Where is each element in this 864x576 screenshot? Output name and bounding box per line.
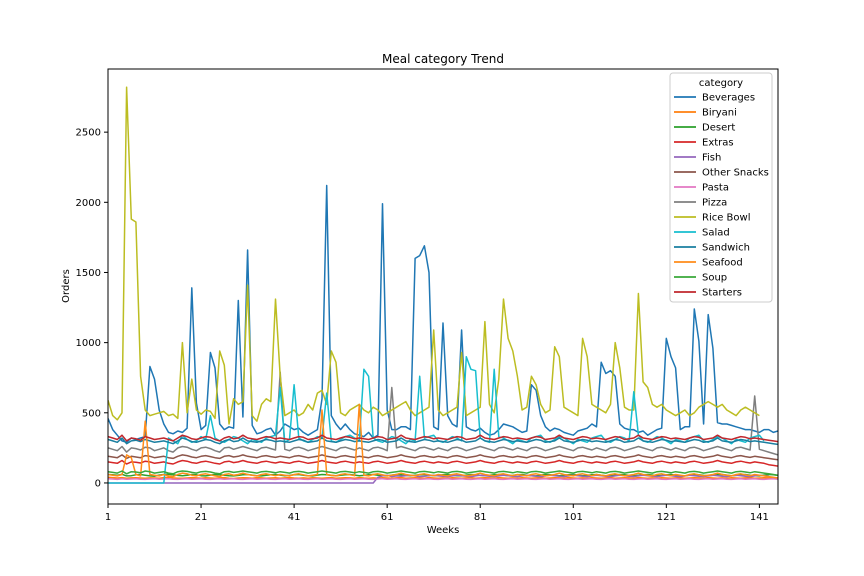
legend-label: Fish (702, 153, 721, 164)
legend-label: Soup (702, 273, 727, 284)
legend-label: Seafood (702, 258, 743, 269)
legend-label: Extras (702, 138, 734, 149)
series-line-pizza (108, 371, 778, 456)
x-tick-label: 61 (381, 512, 394, 523)
x-tick-label: 121 (657, 512, 676, 523)
series-line-seafood (108, 403, 778, 479)
x-tick-label: 101 (564, 512, 583, 523)
y-tick-label: 2500 (76, 128, 101, 139)
plot-frame (107, 68, 779, 505)
x-tick-label: 21 (195, 512, 208, 523)
legend-items: Beverages Biryani Desert Extras Fish Other Sn… (674, 93, 769, 299)
legend-label: Sandwich (702, 243, 750, 254)
legend-label: Salad (702, 228, 730, 239)
series-line-beverages (108, 184, 778, 444)
series-line-fish (108, 474, 769, 484)
series-line-other-snacks (108, 454, 778, 461)
y-axis: 0 500 1000 1500 2000 2500 (76, 128, 108, 489)
series-layer (108, 86, 778, 484)
y-tick-label: 2000 (76, 198, 101, 209)
chart-title: Meal category Trend (382, 52, 504, 66)
legend-label: Biryani (702, 108, 737, 119)
legend-frame (669, 72, 773, 303)
legend-title: category (699, 78, 743, 89)
legend-label: Beverages (702, 93, 755, 104)
legend-label: Desert (702, 123, 735, 134)
x-tick-label: 1 (105, 512, 111, 523)
legend-label: Pasta (702, 183, 729, 194)
x-tick-label: 81 (474, 512, 487, 523)
legend: category Beverages Biryani Desert Extras Fis… (669, 72, 773, 303)
y-axis-label: Orders (61, 269, 72, 303)
series-line-biryani (108, 476, 778, 480)
legend-label: Starters (702, 288, 742, 299)
series-line-rice-bowl (108, 86, 760, 425)
x-tick-label: 41 (288, 512, 301, 523)
series-line-starters (108, 434, 778, 443)
series-line-extras (108, 459, 778, 467)
legend-label: Pizza (702, 198, 727, 209)
x-axis: 1 21 41 61 81 101 121 141 (105, 504, 769, 523)
legend-label: Rice Bowl (702, 213, 751, 224)
y-tick-label: 1500 (76, 268, 101, 279)
x-axis-label: Weeks (427, 525, 460, 536)
y-tick-label: 0 (95, 478, 101, 489)
y-tick-label: 500 (82, 408, 101, 419)
series-line-pasta (108, 477, 778, 481)
series-line-sandwich (108, 437, 778, 446)
y-tick-label: 1000 (76, 338, 101, 349)
series-line-soup (108, 470, 778, 476)
legend-label: Other Snacks (702, 168, 769, 179)
x-tick-label: 141 (750, 512, 769, 523)
